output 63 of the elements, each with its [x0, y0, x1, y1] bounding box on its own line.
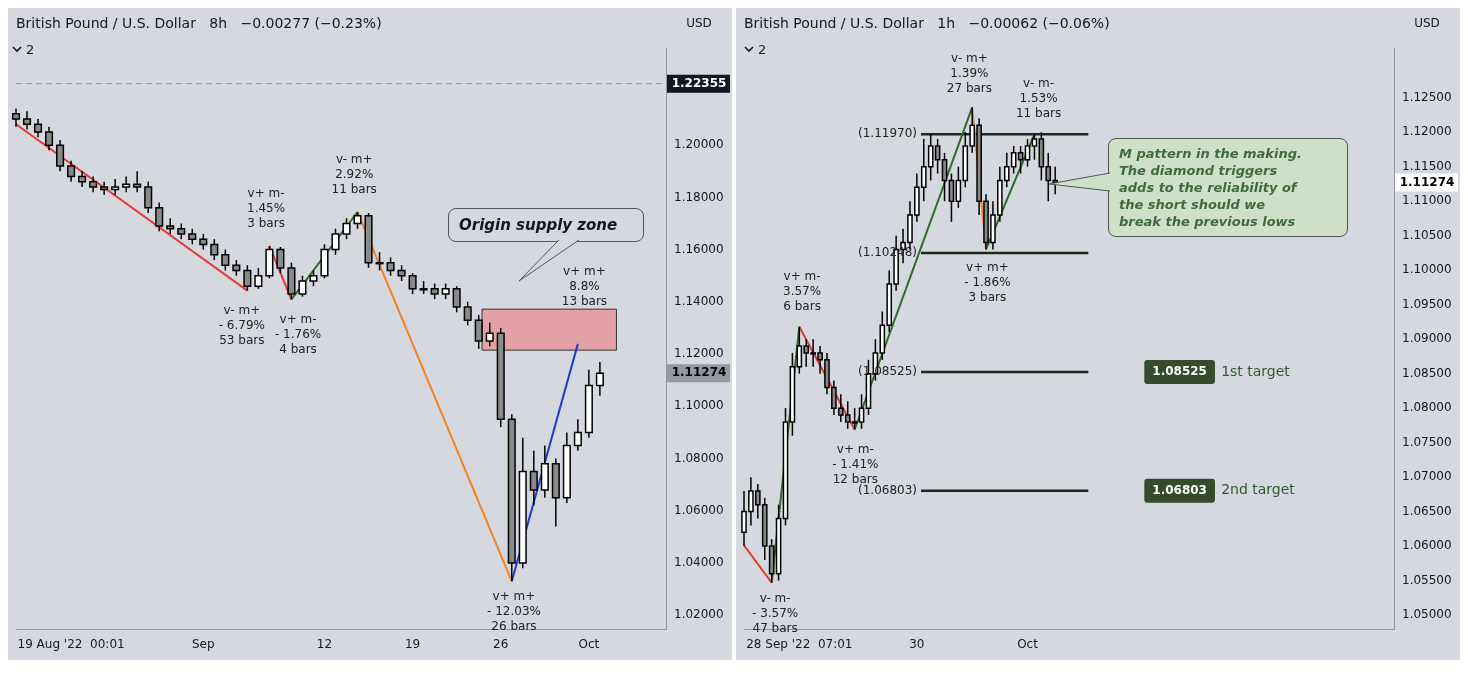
y-axis-title: USD	[686, 16, 712, 31]
chart-title: British Pound / U.S. Dollar 1h −0.00062 (−0.06%)	[744, 14, 1110, 31]
y-tick-label: 1.12000	[674, 346, 724, 361]
y-tick-label: 1.07000	[1402, 469, 1452, 484]
annotation: v+ m- 1.45% 3 bars	[247, 186, 286, 231]
x-tick-label: 19	[404, 636, 421, 651]
x-tick-label: Oct	[578, 636, 600, 651]
y-tick-label: 1.05500	[1402, 572, 1452, 587]
y-tick-label: 1.05000	[1402, 607, 1452, 622]
y-tick-label: 1.09500	[1402, 296, 1452, 311]
y-tick-label: 1.02000	[674, 607, 724, 622]
annotation: v+ m+ - 1.86% 3 bars	[964, 259, 1011, 304]
text: 1.11274	[671, 365, 727, 380]
annotation: 1.06803	[1152, 482, 1207, 497]
y-tick-label: 1.10000	[1402, 262, 1452, 277]
y-tick-label: 1.07500	[1402, 434, 1452, 449]
y-tick-label: 1.10500	[1402, 227, 1452, 242]
y-tick-label: 1.10000	[674, 398, 724, 413]
text: 1.11274	[1399, 174, 1455, 189]
annotation: 2	[758, 42, 767, 57]
y-tick-label: 1.08000	[1402, 400, 1452, 415]
x-tick-label: 26	[493, 636, 509, 651]
y-tick-label: 1.20000	[674, 137, 724, 152]
y-tick-label: 1.18000	[674, 189, 724, 204]
annotation: 2	[26, 42, 35, 57]
annotation: v+ m- - 1.76% 4 bars	[274, 311, 322, 356]
y-tick-label: 1.12000	[1402, 124, 1452, 139]
annotation: v+ m- 3.57% 6 bars	[783, 268, 822, 313]
annotation: v+ m+ 8.8% 13 bars	[561, 264, 608, 309]
y-tick-label: 1.06500	[1402, 503, 1452, 518]
x-tick-label: Oct	[1017, 636, 1039, 651]
y-tick-label: 1.04000	[674, 555, 724, 570]
y-tick-label: 1.08500	[1402, 365, 1452, 380]
annotation: v- m- - 3.57% 47 bars	[751, 590, 799, 635]
y-tick-label: 1.08000	[674, 450, 724, 465]
ref-line-label: 1.22355	[671, 75, 727, 90]
y-tick-label: 1.16000	[674, 241, 724, 256]
x-tick-label: 12	[316, 636, 333, 651]
y-tick-label: 1.11000	[1402, 193, 1452, 208]
annotation: M pattern in the making. The diamond triggers adds to the reliability of the short should we break the previous lows	[1119, 146, 1302, 229]
x-tick-label: Sep	[191, 636, 215, 651]
y-tick-label: 1.12500	[1402, 89, 1452, 104]
annotation: Origin supply zone	[459, 216, 618, 234]
ref-line-label: (1.11970)	[858, 126, 918, 141]
y-axis-title: USD	[1414, 16, 1440, 31]
annotation: 1.08525	[1152, 364, 1207, 379]
annotation: 1st target	[1221, 362, 1291, 379]
x-tick-label: 19 Aug '22 00:01	[17, 636, 125, 651]
y-tick-label: 1.11500	[1402, 158, 1452, 173]
chart-title: British Pound / U.S. Dollar 8h −0.00277 (−0.23%)	[16, 14, 382, 31]
annotation: 2nd target	[1221, 481, 1296, 498]
annotation: v+ m+ - 12.03% 26 bars	[487, 589, 541, 634]
annotation: v- m+ - 6.79% 53 bars	[218, 302, 265, 347]
x-tick-label: 28 Sep '22 07:01	[746, 636, 853, 651]
y-tick-label: 1.06000	[1402, 538, 1452, 553]
y-tick-label: 1.06000	[674, 502, 724, 517]
ref-line-label: (1.06803)	[858, 482, 918, 497]
y-tick-label: 1.09000	[1402, 331, 1452, 346]
y-tick-label: 1.14000	[674, 293, 724, 308]
annotation: v- m- 1.53% 11 bars	[1015, 76, 1062, 121]
annotation: v- m+ 1.39% 27 bars	[946, 51, 993, 96]
annotation: v- m+ 2.92% 11 bars	[331, 152, 377, 197]
x-tick-label: 30	[909, 636, 925, 651]
